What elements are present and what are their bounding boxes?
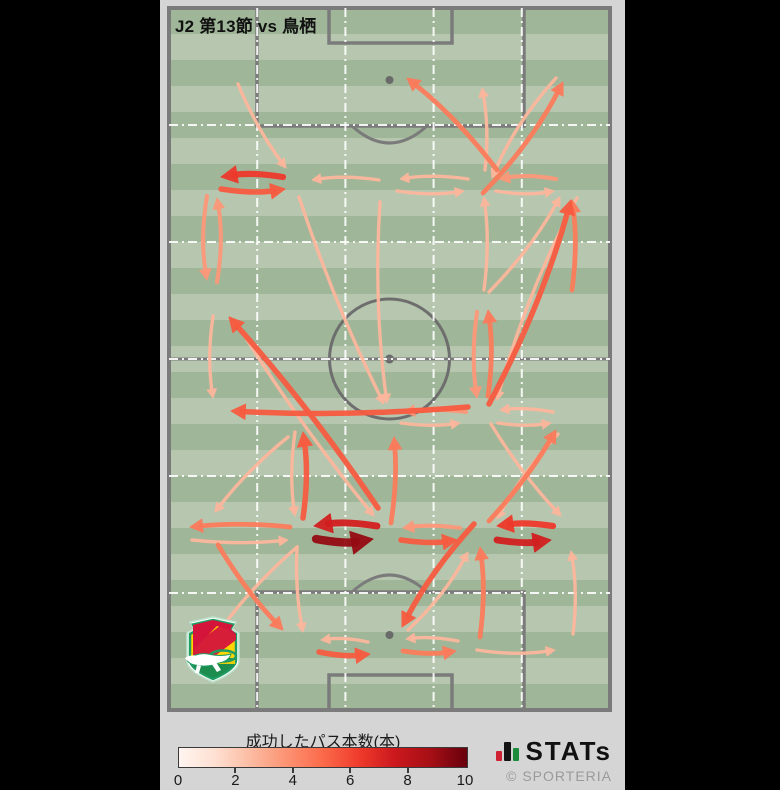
club-crest: [185, 616, 240, 683]
copyright-text: © SPORTERIA: [506, 768, 612, 784]
colorbar-tick-label: 6: [346, 772, 355, 789]
colorbar-tick-label: 8: [403, 772, 412, 789]
pass-flow-figure: J2 第13節 vs 鳥栖 成功したパス本数(本) 0 2 4 6 8 10 STATs …: [160, 0, 625, 790]
colorbar-tickmark: [291, 768, 294, 773]
colorbar-tick-label: 4: [288, 772, 297, 789]
colorbar-legend: 成功したパス本数(本) 0 2 4 6 8 10: [160, 726, 625, 790]
branding-block: STATs © SPORTERIA: [490, 738, 620, 784]
pass-flow-arrows: [189, 76, 581, 664]
page-title: J2 第13節 vs 鳥栖: [175, 17, 317, 36]
colorbar-tickmark: [349, 768, 352, 773]
stats-logo-text: STATs: [525, 736, 612, 766]
pitch-svg: [167, 6, 612, 712]
colorbar-tick-labels: 0 2 4 6 8 10: [160, 772, 625, 790]
colorbar-tick-label: 0: [173, 772, 183, 789]
colorbar-tickmark: [234, 768, 237, 773]
logo-bar: [513, 748, 520, 761]
pitch-stripes: [169, 8, 610, 711]
colorbar-title: 成功したパス本数(本): [245, 734, 401, 751]
logo-bar: [496, 751, 503, 761]
colorbar-tickmark: [406, 768, 409, 773]
colorbar-tick-label: 10: [456, 772, 474, 789]
stats-logo-bars-icon: [496, 742, 520, 764]
logo-bar: [504, 742, 512, 761]
colorbar-gradient: [178, 747, 468, 768]
colorbar-tick-label: 2: [231, 772, 240, 789]
